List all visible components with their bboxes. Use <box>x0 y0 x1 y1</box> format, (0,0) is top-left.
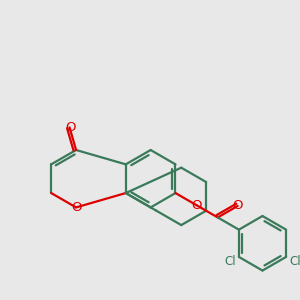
Text: O: O <box>232 200 243 212</box>
Text: O: O <box>71 201 81 214</box>
Text: O: O <box>66 121 76 134</box>
Text: Cl: Cl <box>289 255 300 268</box>
Text: O: O <box>191 199 202 212</box>
Text: Cl: Cl <box>224 255 236 268</box>
